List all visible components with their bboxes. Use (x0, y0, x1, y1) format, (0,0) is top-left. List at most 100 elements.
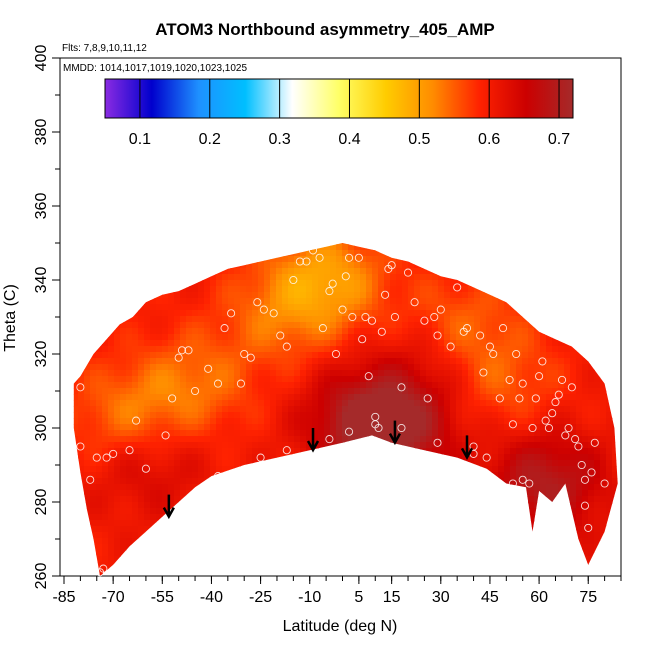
heatmap-cell (378, 243, 385, 245)
heatmap-cell (360, 496, 367, 503)
heatmap-cell (258, 508, 265, 515)
heatmap-cell (150, 166, 157, 173)
heatmap-cell (73, 454, 79, 461)
heatmap-cell (210, 226, 217, 233)
heatmap-cell (84, 376, 91, 383)
heatmap-cell (330, 484, 337, 491)
heatmap-cell (114, 514, 121, 521)
heatmap-cell (348, 394, 355, 401)
heatmap-cell (228, 490, 235, 497)
heatmap-cell (252, 358, 259, 365)
heatmap-cell (210, 262, 217, 269)
heatmap-cell (84, 532, 91, 539)
heatmap-cell (234, 352, 241, 359)
heatmap-cell (294, 562, 301, 569)
heatmap-cell (240, 262, 247, 269)
heatmap-cell (108, 316, 115, 323)
heatmap-cell (66, 238, 73, 245)
heatmap-cell (204, 304, 211, 311)
heatmap-cell (168, 268, 175, 275)
heatmap-cell (66, 220, 73, 227)
heatmap-cell (222, 454, 229, 461)
heatmap-cell (210, 496, 217, 503)
heatmap-cell (348, 382, 355, 389)
heatmap-cell (192, 328, 199, 335)
heatmap-cell (384, 496, 391, 503)
heatmap-cell (234, 496, 241, 503)
heatmap-cell (390, 400, 397, 407)
heatmap-cell (330, 304, 337, 311)
heatmap-cell (342, 256, 349, 263)
heatmap-cell (342, 430, 349, 437)
heatmap-cell (108, 478, 115, 485)
heatmap-cell (390, 364, 397, 371)
heatmap-cell (390, 454, 397, 461)
heatmap-cell (336, 232, 343, 239)
heatmap-cell (66, 406, 73, 413)
heatmap-cell (162, 520, 169, 527)
heatmap-cell (186, 268, 193, 275)
heatmap-cell (228, 286, 235, 293)
heatmap-cell (114, 256, 121, 263)
heatmap-cell (366, 268, 373, 275)
heatmap-cell (150, 424, 157, 431)
heatmap-cell (222, 262, 229, 269)
heatmap-cell (216, 538, 223, 545)
heatmap-cell (378, 442, 385, 449)
heatmap-cell (294, 454, 301, 461)
heatmap-cell (60, 334, 67, 341)
heatmap-cell (222, 544, 229, 551)
heatmap-cell (390, 280, 397, 287)
heatmap-cell (132, 280, 139, 287)
heatmap-cell (252, 562, 259, 569)
heatmap-cell (354, 58, 361, 65)
heatmap-cell (318, 472, 325, 479)
heatmap-cell (222, 268, 229, 275)
heatmap-cell (210, 214, 217, 221)
heatmap-cell (192, 196, 199, 203)
heatmap-cell (348, 400, 355, 407)
heatmap-cell (324, 442, 331, 449)
heatmap-cell (126, 160, 133, 167)
heatmap-cell (78, 243, 85, 245)
heatmap-cell (138, 310, 145, 317)
heatmap-cell (114, 460, 121, 467)
heatmap-cell (348, 364, 355, 371)
heatmap-cell (96, 268, 103, 275)
heatmap-cell (73, 568, 79, 575)
heatmap-cell (240, 400, 247, 407)
heatmap-cell (378, 496, 385, 503)
heatmap-cell (66, 370, 73, 377)
heatmap-cell (168, 334, 175, 341)
heatmap-cell (378, 322, 385, 329)
heatmap-cell (90, 370, 97, 377)
heatmap-cell (384, 64, 391, 71)
heatmap-cell (66, 562, 73, 569)
heatmap-cell (324, 370, 331, 377)
heatmap-cell (312, 520, 319, 527)
heatmap-cell (306, 370, 313, 377)
heatmap-cell (276, 400, 283, 407)
heatmap-cell (270, 220, 277, 227)
heatmap-cell (294, 172, 301, 179)
heatmap-cell (192, 310, 199, 317)
heatmap-cell (132, 118, 139, 125)
heatmap-cell (210, 124, 217, 131)
heatmap-cell (342, 436, 349, 443)
heatmap-cell (120, 292, 127, 299)
heatmap-cell (216, 292, 223, 299)
heatmap-cell (384, 190, 391, 197)
heatmap-cell (354, 400, 361, 407)
heatmap-cell (336, 556, 343, 563)
heatmap-cell (84, 76, 91, 83)
heatmap-cell (198, 268, 205, 275)
heatmap-cell (114, 520, 121, 527)
heatmap-cell (372, 166, 379, 173)
heatmap-cell (66, 124, 73, 131)
heatmap-cell (66, 268, 73, 275)
heatmap-cell (336, 310, 343, 317)
heatmap-cell (90, 418, 97, 425)
heatmap-cell (102, 256, 109, 263)
heatmap-cell (240, 424, 247, 431)
heatmap-cell (360, 418, 367, 425)
